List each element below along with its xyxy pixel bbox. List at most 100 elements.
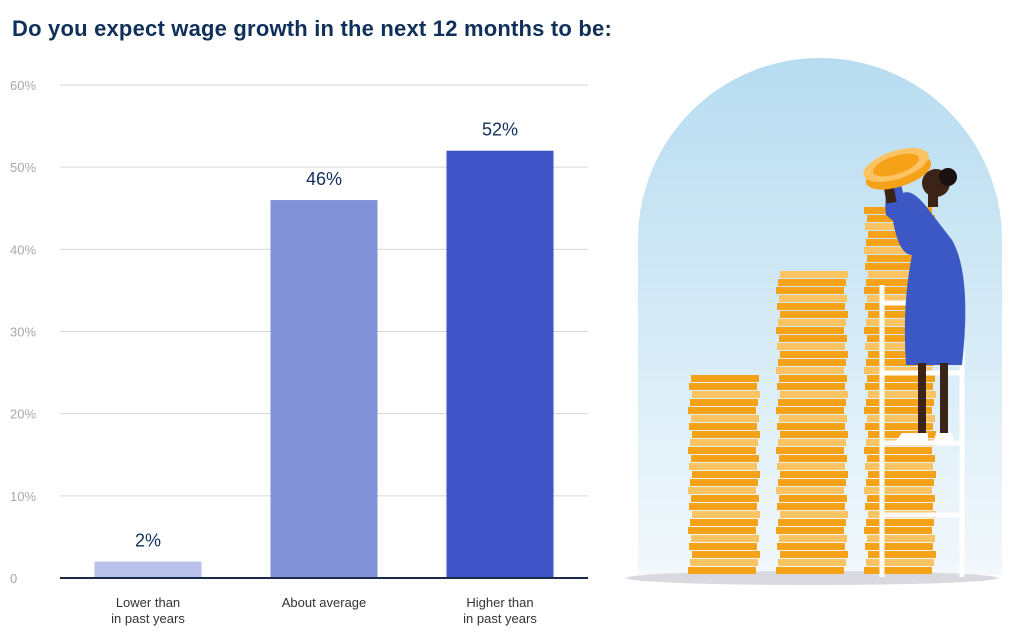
coin [778, 479, 846, 486]
coin [779, 295, 847, 302]
coin [778, 559, 846, 566]
coin [866, 359, 934, 366]
coin [778, 279, 846, 286]
coin [867, 255, 935, 262]
bar [270, 200, 378, 579]
coin [867, 455, 935, 462]
coin [864, 447, 932, 454]
y-tick-label: 10% [10, 489, 36, 504]
coin [868, 471, 936, 478]
coin [778, 439, 846, 446]
coin [689, 463, 757, 470]
coin [779, 535, 847, 542]
coin [688, 447, 756, 454]
coin [868, 351, 936, 358]
bar [446, 150, 554, 578]
data-label: 46% [306, 169, 342, 189]
coin [780, 311, 848, 318]
coin [865, 383, 933, 390]
coin [866, 399, 934, 406]
coin [780, 391, 848, 398]
x-tick-label: About average [282, 595, 367, 610]
coin-stack-illustration [626, 58, 1002, 585]
y-tick-label: 0 [10, 571, 17, 586]
coin [688, 527, 756, 534]
coin [779, 375, 847, 382]
coin [692, 511, 760, 518]
coin [866, 319, 934, 326]
x-tick-label: Lower than [116, 595, 180, 610]
coin [780, 511, 848, 518]
coin [868, 271, 936, 278]
coin [864, 487, 932, 494]
coin [867, 535, 935, 542]
held-coin-icon [863, 148, 932, 190]
y-tick-label: 30% [10, 325, 36, 340]
coin [690, 519, 758, 526]
coin [780, 471, 848, 478]
coin [691, 375, 759, 382]
coin [689, 503, 757, 510]
coin [868, 391, 936, 398]
bar [94, 561, 202, 578]
coin [692, 391, 760, 398]
coin [688, 487, 756, 494]
coin [777, 543, 845, 550]
coin [690, 439, 758, 446]
coin [689, 383, 757, 390]
coin [780, 351, 848, 358]
coin [866, 519, 934, 526]
coin [868, 551, 936, 558]
coin [776, 527, 844, 534]
coin [779, 335, 847, 342]
coin [867, 415, 935, 422]
coin [865, 303, 933, 310]
coin [776, 447, 844, 454]
coin [865, 263, 933, 270]
x-tick-label: Higher than [466, 595, 533, 610]
coin [688, 407, 756, 414]
coin [864, 287, 932, 294]
coin [777, 503, 845, 510]
coin [778, 319, 846, 326]
y-tick-label: 20% [10, 407, 36, 422]
coin [780, 431, 848, 438]
coin [865, 543, 933, 550]
data-label: 52% [482, 120, 518, 140]
chart-title: Do you expect wage growth in the next 12… [12, 16, 612, 41]
coin [778, 359, 846, 366]
y-tick-label: 50% [10, 160, 36, 175]
x-tick-label: in past years [463, 611, 537, 626]
coin [689, 543, 757, 550]
ground-shadow [626, 571, 998, 585]
coin [778, 399, 846, 406]
bar-chart: 0 10% 20% 30% 40% 50% 60% 2% Lower than in past y… [10, 78, 588, 626]
coin [867, 375, 935, 382]
coin [689, 423, 757, 430]
coin [864, 567, 932, 574]
coin [867, 495, 935, 502]
coin [866, 279, 934, 286]
coin [867, 335, 935, 342]
coin [691, 415, 759, 422]
y-tick-label: 40% [10, 242, 36, 257]
coin [690, 559, 758, 566]
data-label: 2% [135, 531, 161, 551]
coin [776, 487, 844, 494]
coin [779, 415, 847, 422]
coin [779, 495, 847, 502]
y-tick-label: 60% [10, 78, 36, 93]
coin [776, 567, 844, 574]
coin [778, 519, 846, 526]
coin [868, 311, 936, 318]
coin [865, 503, 933, 510]
coin [692, 431, 760, 438]
coin [780, 551, 848, 558]
coin [864, 527, 932, 534]
coin [776, 367, 844, 374]
coin [777, 343, 845, 350]
coin [777, 463, 845, 470]
coin [780, 271, 848, 278]
coin [690, 399, 758, 406]
coin [688, 567, 756, 574]
